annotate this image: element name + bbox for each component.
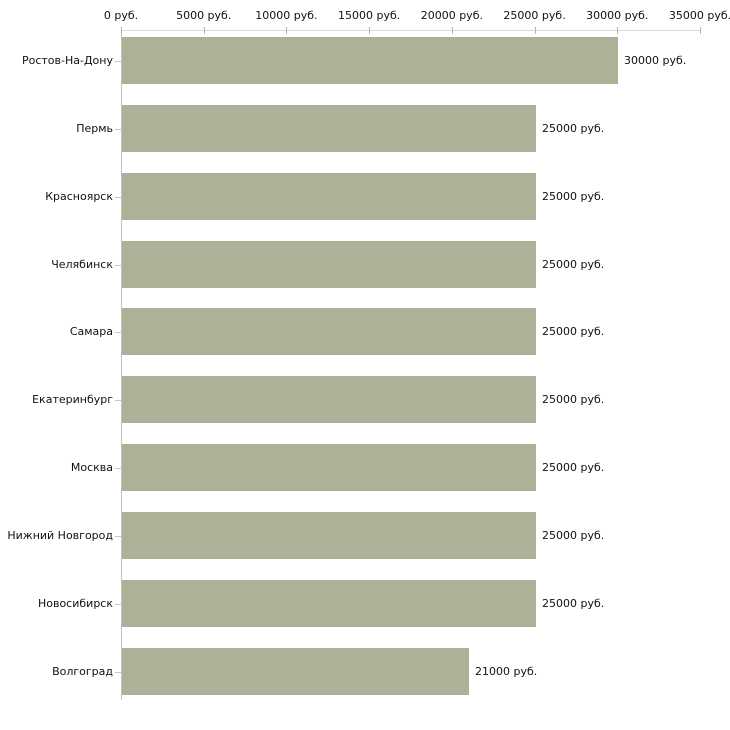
category-label: Ростов-На-Дону bbox=[21, 53, 113, 67]
value-label: 25000 руб. bbox=[542, 189, 605, 203]
y-axis-line bbox=[121, 30, 122, 700]
value-label: 30000 руб. bbox=[624, 53, 687, 67]
bar bbox=[122, 37, 618, 84]
value-label: 25000 руб. bbox=[542, 257, 605, 271]
value-label: 25000 руб. bbox=[542, 596, 605, 610]
x-axis-tick-label: 20000 руб. bbox=[420, 9, 483, 22]
category-tick bbox=[115, 672, 121, 673]
x-axis-tick-label: 30000 руб. bbox=[586, 9, 649, 22]
category-tick bbox=[115, 468, 121, 469]
value-label: 25000 руб. bbox=[542, 324, 605, 338]
value-label: 25000 руб. bbox=[542, 392, 605, 406]
value-label: 25000 руб. bbox=[542, 528, 605, 542]
x-axis-tick bbox=[534, 27, 536, 34]
category-tick bbox=[115, 536, 121, 537]
x-axis-tick bbox=[617, 27, 619, 34]
x-axis-line bbox=[121, 30, 701, 31]
value-label: 25000 руб. bbox=[542, 121, 605, 135]
category-tick bbox=[115, 197, 121, 198]
x-axis-tick bbox=[286, 27, 288, 34]
category-label: Пермь bbox=[76, 121, 113, 135]
bar bbox=[122, 512, 536, 559]
x-axis-tick bbox=[369, 27, 371, 34]
category-label: Волгоград bbox=[52, 664, 113, 678]
x-axis-tick bbox=[203, 27, 205, 34]
x-axis-tick-label: 5000 руб. bbox=[176, 9, 232, 22]
category-label: Челябинск bbox=[51, 257, 113, 271]
x-axis-tick-label: 10000 руб. bbox=[255, 9, 318, 22]
category-tick bbox=[115, 129, 121, 130]
category-label: Москва bbox=[70, 460, 113, 474]
category-tick bbox=[115, 400, 121, 401]
value-label: 25000 руб. bbox=[542, 460, 605, 474]
x-axis-tick-label: 35000 руб. bbox=[668, 9, 730, 22]
category-label: Нижний Новгород bbox=[7, 528, 113, 542]
category-tick bbox=[115, 265, 121, 266]
bar bbox=[122, 648, 469, 695]
bar bbox=[122, 241, 536, 288]
x-axis-tick-label: 25000 руб. bbox=[503, 9, 566, 22]
bar bbox=[122, 444, 536, 491]
x-axis-tick-label: 15000 руб. bbox=[338, 9, 401, 22]
x-axis-tick-label: 0 руб. bbox=[103, 9, 139, 22]
x-axis-tick bbox=[700, 27, 701, 34]
x-axis-tick bbox=[451, 27, 453, 34]
category-label: Екатеринбург bbox=[32, 392, 113, 406]
bar bbox=[122, 376, 536, 423]
bar bbox=[122, 580, 536, 627]
bar bbox=[122, 105, 536, 152]
value-label: 21000 руб. bbox=[475, 664, 538, 678]
bar bbox=[122, 173, 536, 220]
category-tick bbox=[115, 604, 121, 605]
x-axis-tick bbox=[121, 27, 122, 34]
category-label: Красноярск bbox=[45, 189, 113, 203]
category-tick bbox=[115, 61, 121, 62]
category-label: Самара bbox=[69, 324, 113, 338]
bar bbox=[122, 308, 536, 355]
category-tick bbox=[115, 332, 121, 333]
category-label: Новосибирск bbox=[37, 596, 113, 610]
